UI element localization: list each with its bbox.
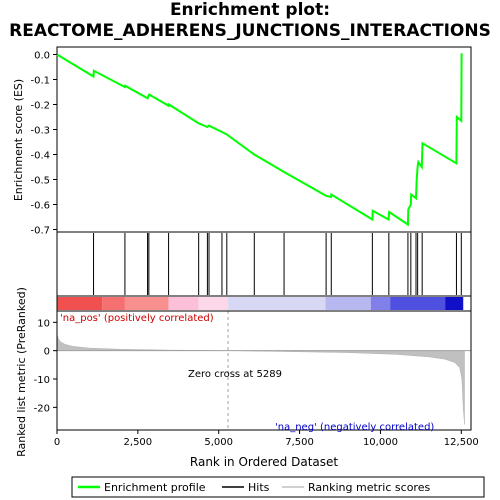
x-tick-label: 5,000 [204,437,233,448]
es-panel-frame [56,46,472,233]
metric-y-ticks: 10 0 -10 -20 [34,318,57,414]
color-band-segment [57,297,103,310]
metric-y-tick-label: -20 [34,403,50,414]
color-band-segment [390,297,446,310]
legend-label-enrichment-profile: Enrichment profile [104,481,206,494]
es-y-axis-label: Enrichment score (ES) [12,79,25,201]
x-tick-label: 0 [54,437,60,448]
x-tick-label: 10,000 [363,437,398,448]
hits-panel-frame [56,231,472,297]
metric-y-axis-label: Ranked list metric (PreRanked) [15,287,28,457]
zero-cross-label: Zero cross at 5289 [188,369,282,380]
x-tick-label: 7,500 [285,437,314,448]
x-axis-ticks: 0 2,500 5,000 7,500 10,000 12,500 [54,430,479,448]
chart-title: Enrichment plot: REACTOME_ADHERENS_JUNCT… [0,0,500,42]
es-y-tick-label: -0.3 [30,126,50,137]
es-y-tick-label: -0.2 [30,101,50,112]
color-band-segment [445,297,464,310]
color-band-segment [168,297,199,310]
chart-title-line1: Enrichment plot: [169,0,331,20]
metric-y-tick-label: 0 [44,347,50,358]
legend-label-ranking-metric: Ranking metric scores [308,481,430,494]
negative-correlation-label: 'na_neg' (negatively correlated) [275,422,434,433]
color-band-segment [198,297,229,310]
x-tick-label: 2,500 [124,437,153,448]
metric-y-tick-label: -10 [34,375,50,386]
ranking-metric-area [56,333,465,425]
x-tick-label: 12,500 [444,437,479,448]
metric-panel-frame [56,310,472,431]
enrichment-profile-line [56,53,463,227]
chart-title-line2: REACTOME_ADHERENS_JUNCTIONS_INTERACTIONS [9,21,491,41]
positive-correlation-label: 'na_pos' (positively correlated) [60,313,214,324]
hit-markers [93,233,462,295]
es-y-tick-label: -0.4 [30,151,50,162]
color-band-segment [102,297,125,310]
metric-y-tick-label: 10 [37,318,50,329]
es-y-ticks: 0.0 -0.1 -0.2 -0.3 -0.4 -0.5 -0.6 -0.7 [30,51,57,237]
rank-color-band [57,297,464,310]
es-y-tick-label: -0.5 [30,176,50,187]
legend-box [71,476,485,498]
color-band-segment [124,297,169,310]
legend: Enrichment profile Hits Ranking metric s… [71,476,485,498]
x-axis-label: Rank in Ordered Dataset [190,455,338,469]
color-band-segment [228,297,326,310]
color-band-segment [325,297,371,310]
es-y-tick-label: -0.6 [30,201,50,212]
color-band-segment [370,297,391,310]
es-y-tick-label: -0.7 [30,226,50,237]
legend-label-hits: Hits [248,481,270,494]
es-y-tick-label: -0.1 [30,76,50,87]
es-y-tick-label: 0.0 [34,51,50,62]
